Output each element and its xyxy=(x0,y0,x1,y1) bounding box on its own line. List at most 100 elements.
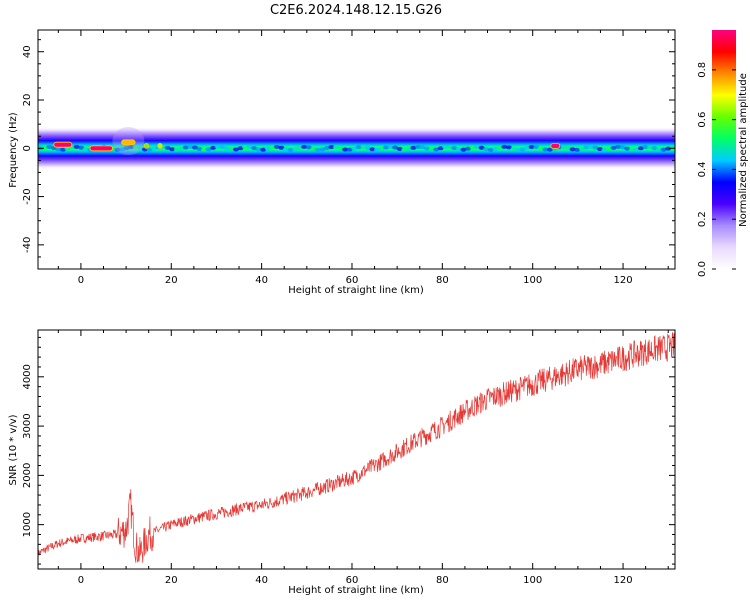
spectral-cell xyxy=(60,147,67,152)
spectral-cell xyxy=(596,146,603,151)
spectral-cell xyxy=(424,146,431,151)
spectrogram-y-tick-label: 0 xyxy=(22,145,33,151)
spectrogram-x-tick-label: 100 xyxy=(523,275,542,286)
spectrogram-frame xyxy=(37,29,676,270)
snr-x-tick-label: 120 xyxy=(613,575,632,586)
spectral-cell xyxy=(246,144,253,149)
snr-x-tick-label: 0 xyxy=(78,575,84,586)
spectral-cell xyxy=(569,147,576,152)
spectral-cell xyxy=(237,146,244,151)
spectral-cell xyxy=(369,147,376,152)
spectral-cell xyxy=(132,145,139,150)
spectrogram-x-axis-label: Height of straight line (km) xyxy=(288,285,424,296)
spectral-cell xyxy=(232,147,239,152)
spectral-cell xyxy=(337,146,344,151)
spectral-cell xyxy=(542,147,549,152)
spectral-cell xyxy=(601,147,608,152)
spectral-cell xyxy=(624,146,631,151)
spectral-cell xyxy=(483,147,490,152)
snr-x-tick-label: 100 xyxy=(523,575,542,586)
spectral-cell xyxy=(637,146,644,151)
spectral-cell xyxy=(478,145,485,150)
spectral-hotspot xyxy=(89,145,113,152)
spectral-cell xyxy=(173,147,180,152)
spectral-cell xyxy=(346,147,353,152)
spectral-cell xyxy=(383,145,390,150)
snr-x-tick-label: 40 xyxy=(255,575,268,586)
spectral-cell xyxy=(496,145,503,150)
spectral-cell xyxy=(451,146,458,151)
spectral-cell xyxy=(565,145,572,150)
spectral-cell xyxy=(323,146,330,151)
colorbar-tick-label: 0.6 xyxy=(697,112,708,128)
snr-y-axis-label: SNR (10 * v/v) xyxy=(8,414,19,485)
spectral-cell xyxy=(287,147,294,152)
spectral-cell xyxy=(560,144,567,149)
snr-x-axis-label: Height of straight line (km) xyxy=(288,585,424,596)
spectral-cell xyxy=(533,145,540,150)
spectral-cell xyxy=(182,145,189,150)
spectrogram-x-tick-label: 120 xyxy=(613,275,632,286)
spectral-cell xyxy=(333,145,340,150)
snr-x-tick-label: 60 xyxy=(346,575,359,586)
snr-x-tick-label: 20 xyxy=(165,575,178,586)
spectral-cell xyxy=(519,147,526,152)
spectral-cell xyxy=(651,146,658,151)
spectral-cell xyxy=(119,147,126,152)
spectral-hotspot xyxy=(143,142,150,149)
spectral-hotspot xyxy=(121,139,136,146)
spectral-cell xyxy=(396,146,403,151)
spectral-cell xyxy=(46,144,53,149)
colorbar-axes: 0.0 0.2 0.4 0.6 0.8 xyxy=(697,62,736,277)
spectral-cell xyxy=(419,145,426,150)
spectral-cell xyxy=(305,145,312,150)
colorbar-gradient-bar xyxy=(712,30,736,269)
spectral-cell xyxy=(656,147,663,152)
spectral-cell xyxy=(328,144,335,149)
spectral-cell xyxy=(73,144,80,149)
spectral-cell xyxy=(342,147,349,152)
spectral-cell xyxy=(128,144,135,149)
snr-x-tick-label: 80 xyxy=(436,575,449,586)
spectral-cell xyxy=(574,147,581,152)
spectral-cell xyxy=(260,147,267,152)
snr-frame xyxy=(37,329,676,570)
spectral-cell xyxy=(378,146,385,151)
spectral-cell xyxy=(610,145,617,150)
spectral-cell xyxy=(278,145,285,150)
spectral-cell xyxy=(446,144,453,149)
colorbar-tick-label: 0.4 xyxy=(697,161,708,177)
spectral-cell xyxy=(205,147,212,152)
spectral-cell xyxy=(510,146,517,151)
spectral-cell xyxy=(123,146,130,151)
spectral-cell xyxy=(351,146,358,151)
spectral-cell xyxy=(78,145,85,150)
spectral-cell xyxy=(210,145,217,150)
spectral-cell xyxy=(578,146,585,151)
spectral-cell xyxy=(583,145,590,150)
spectral-cell xyxy=(242,145,249,150)
spectral-cell xyxy=(665,146,672,151)
snr-y-tick-label: 1000 xyxy=(22,512,33,537)
spectral-cell xyxy=(642,145,649,150)
spectral-cell xyxy=(487,147,494,152)
spectral-cell xyxy=(410,145,417,150)
colorbar-label: Normalized spectral amplitude xyxy=(738,73,749,227)
colorbar: 0.0 0.2 0.4 0.6 0.8 Normalized spectral ampl… xyxy=(697,30,749,277)
spectral-cell xyxy=(515,147,522,152)
snr-panel: 0 20 40 60 80 100 120 1000 2000 3000 4000 Height o… xyxy=(8,329,676,596)
snr-axes: 0 20 40 60 80 100 120 1000 2000 3000 4000 xyxy=(22,330,675,586)
spectrogram-y-tick-label: 40 xyxy=(22,45,33,58)
spectral-cell xyxy=(464,146,471,151)
spectral-cell xyxy=(501,144,508,149)
spectral-cell xyxy=(137,146,144,151)
spectral-cell xyxy=(474,144,481,149)
snr-y-tick-label: 3000 xyxy=(22,413,33,438)
colorbar-tick-label: 0.2 xyxy=(697,211,708,227)
spectral-cell xyxy=(392,145,399,150)
spectral-cell xyxy=(437,146,444,151)
spectral-cell xyxy=(273,144,280,149)
spectral-cell xyxy=(191,145,198,150)
spectral-cell xyxy=(228,147,235,152)
